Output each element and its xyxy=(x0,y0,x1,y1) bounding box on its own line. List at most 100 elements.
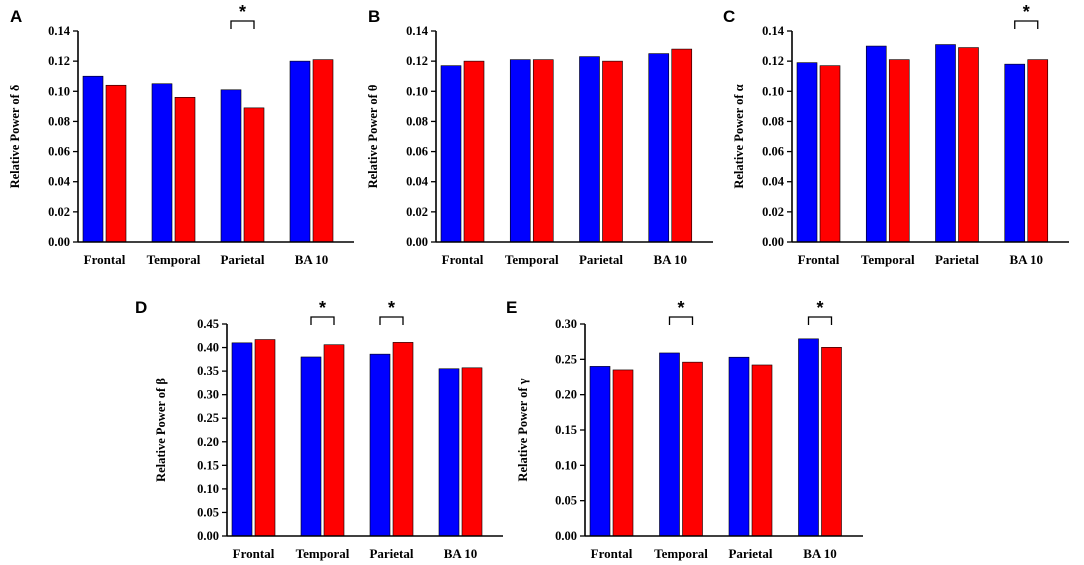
y-tick-label: 0.10 xyxy=(762,84,784,98)
y-tick-label: 0.08 xyxy=(406,114,428,128)
x-tick-label: Parietal xyxy=(369,546,413,561)
significance-bracket xyxy=(379,316,404,325)
chart-panel-d: D Relative Power of β 0.00 0.05 0.10 0.15 0.20… xyxy=(135,298,503,561)
x-tick-label: Parietal xyxy=(935,252,979,267)
y-tick-label: 0.05 xyxy=(197,505,219,519)
bar-frontal-group2 xyxy=(819,65,841,243)
y-tick-label: 0.10 xyxy=(48,84,70,98)
bar-ba-10-group2 xyxy=(461,367,483,537)
significance-star: * xyxy=(388,298,395,318)
bar-temporal-group2 xyxy=(888,59,910,243)
y-tick-label: 0.14 xyxy=(48,24,71,38)
bar-parietal-group1 xyxy=(579,56,600,243)
bar-frontal-group2 xyxy=(105,84,127,243)
bar-temporal-group2 xyxy=(174,97,196,243)
y-tick-label: 0.06 xyxy=(406,145,428,159)
bar-ba-10-group1 xyxy=(1004,63,1026,243)
y-tick-label: 0.30 xyxy=(197,388,219,402)
y-tick-label: 0.06 xyxy=(48,145,70,159)
y-tick-label: 0.10 xyxy=(197,482,219,496)
significance-star: * xyxy=(239,2,246,22)
x-tick-label: Parietal xyxy=(728,546,772,561)
bar-temporal-group1 xyxy=(509,59,531,243)
x-tick-label: Temporal xyxy=(861,252,915,267)
bar-parietal-group2 xyxy=(751,364,773,537)
y-tick-label: 0.12 xyxy=(762,54,784,68)
bar-temporal-group1 xyxy=(300,356,322,537)
bar-temporal-group2 xyxy=(682,361,703,537)
y-tick-label: 0.00 xyxy=(555,529,577,543)
y-tick-label: 0.00 xyxy=(48,235,70,249)
chart-panel-b: B Relative Power of θ 0.00 0.02 0.04 0.06 0.08… xyxy=(366,7,713,267)
y-tick-label: 0.45 xyxy=(197,317,219,331)
significance-bracket xyxy=(230,20,255,29)
x-tick-label: Parietal xyxy=(220,252,264,267)
bar-ba-10-group2 xyxy=(312,59,334,243)
y-axis-title: Relative Power of β xyxy=(154,378,168,482)
y-tick-label: 0.04 xyxy=(762,175,785,189)
x-tick-label: Parietal xyxy=(579,252,623,267)
x-tick-label: Temporal xyxy=(654,546,708,561)
y-tick-label: 0.40 xyxy=(197,341,219,355)
x-tick-label: Frontal xyxy=(442,252,484,267)
x-tick-label: BA 10 xyxy=(653,252,687,267)
bar-frontal-group1 xyxy=(82,75,104,243)
y-tick-label: 0.05 xyxy=(555,494,577,508)
y-tick-label: 0.06 xyxy=(762,145,784,159)
significance-star: * xyxy=(319,298,326,318)
y-tick-label: 0.08 xyxy=(762,114,784,128)
y-tick-label: 0.20 xyxy=(197,435,219,449)
bar-parietal-group1 xyxy=(935,44,956,243)
y-tick-label: 0.20 xyxy=(555,388,577,402)
y-tick-label: 0.04 xyxy=(48,175,71,189)
bar-ba-10-group2 xyxy=(1027,59,1049,243)
significance-star: * xyxy=(677,298,684,318)
y-tick-label: 0.15 xyxy=(555,423,577,437)
bar-parietal-group2 xyxy=(392,342,414,537)
bar-temporal-group2 xyxy=(323,344,345,537)
bar-ba-10-group1 xyxy=(798,338,819,537)
x-tick-label: BA 10 xyxy=(803,546,837,561)
bar-parietal-group1 xyxy=(728,356,750,537)
chart-panel-a: A Relative Power of δ 0.00 0.02 0.04 0.06 0.08… xyxy=(8,2,354,267)
chart-panel-e: E Relative Power of γ 0.00 0.05 0.10 0.15 0.20… xyxy=(506,298,863,561)
y-tick-label: 0.12 xyxy=(48,54,70,68)
bar-ba-10-group1 xyxy=(438,368,460,537)
x-tick-label: Frontal xyxy=(84,252,126,267)
significance-bracket xyxy=(668,316,694,325)
bar-parietal-group2 xyxy=(602,60,623,243)
x-tick-label: BA 10 xyxy=(1009,252,1043,267)
x-tick-label: BA 10 xyxy=(295,252,329,267)
x-tick-label: Frontal xyxy=(233,546,275,561)
y-tick-label: 0.00 xyxy=(762,235,784,249)
chart-panel-c: C Relative Power of α 0.00 0.02 0.04 0.06 0.08… xyxy=(723,2,1069,267)
bar-parietal-group2 xyxy=(958,47,979,243)
significance-bracket xyxy=(1014,20,1039,29)
bar-temporal-group1 xyxy=(865,45,887,243)
bar-ba-10-group2 xyxy=(671,48,693,243)
y-tick-label: 0.00 xyxy=(406,235,428,249)
y-axis-title: Relative Power of δ xyxy=(8,84,22,188)
y-axis-title: Relative Power of θ xyxy=(366,85,380,189)
x-tick-label: Temporal xyxy=(147,252,201,267)
y-tick-label: 0.02 xyxy=(406,205,428,219)
y-tick-label: 0.10 xyxy=(555,458,577,472)
y-axis-title: Relative Power of α xyxy=(732,84,746,188)
x-tick-label: Temporal xyxy=(505,252,559,267)
panel-letter: C xyxy=(723,7,735,26)
y-tick-label: 0.02 xyxy=(48,205,70,219)
y-tick-label: 0.10 xyxy=(406,84,428,98)
y-tick-label: 0.00 xyxy=(197,529,219,543)
bar-parietal-group2 xyxy=(243,107,265,243)
bar-frontal-group2 xyxy=(612,369,634,537)
significance-star: * xyxy=(1023,2,1030,22)
x-tick-label: BA 10 xyxy=(444,546,478,561)
y-tick-label: 0.12 xyxy=(406,54,428,68)
bar-frontal-group1 xyxy=(796,62,818,243)
y-tick-label: 0.08 xyxy=(48,114,70,128)
bar-temporal-group2 xyxy=(532,59,554,243)
bar-ba-10-group2 xyxy=(821,347,842,537)
panel-letter: D xyxy=(135,298,147,317)
panel-letter: A xyxy=(10,7,22,26)
